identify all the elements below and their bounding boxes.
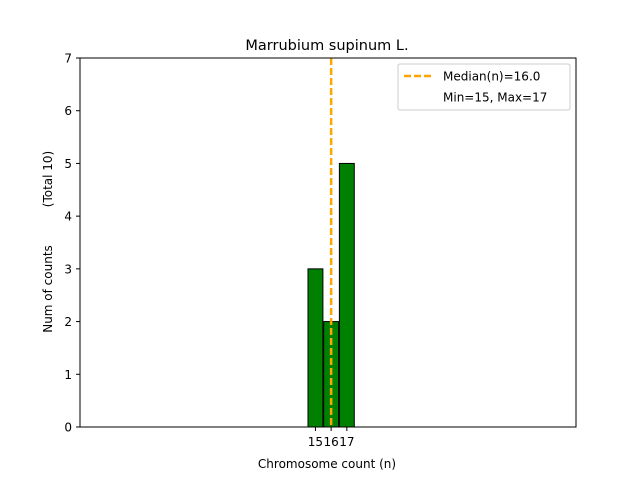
x-tick-label: 15 xyxy=(308,435,323,449)
y-axis: 0 1 2 3 4 5 6 7 xyxy=(64,52,80,435)
y-axis-label: Num of counts xyxy=(41,245,55,333)
y-tick-label: 2 xyxy=(64,315,72,329)
legend-range-label: Min=15, Max=17 xyxy=(443,91,547,105)
plot-frame xyxy=(79,57,577,428)
x-tick-label: 17 xyxy=(339,435,354,449)
y-tick-label: 4 xyxy=(64,210,72,224)
bars-layer xyxy=(80,162,394,428)
y-tick-label: 0 xyxy=(64,421,72,435)
x-tick-label: 16 xyxy=(323,435,338,449)
y-axis-total-label: (Total 10) xyxy=(41,151,55,207)
y-tick-label: 7 xyxy=(64,52,72,66)
y-tick-label: 3 xyxy=(64,262,72,276)
y-tick-label: 1 xyxy=(64,368,72,382)
legend: Median(n)=16.0 Min=15, Max=17 xyxy=(397,63,571,111)
chart-title: Marrubium supinum L. xyxy=(245,38,408,54)
x-axis-label: Chromosome count (n) xyxy=(258,457,396,471)
legend-median-label: Median(n)=16.0 xyxy=(443,70,540,84)
bar-17 xyxy=(338,162,355,428)
x-axis: 15 16 17 xyxy=(308,427,354,449)
y-tick-label: 6 xyxy=(64,104,72,118)
legend-frame xyxy=(397,63,571,111)
y-tick-label: 5 xyxy=(64,157,72,171)
bar-15 xyxy=(307,268,324,428)
